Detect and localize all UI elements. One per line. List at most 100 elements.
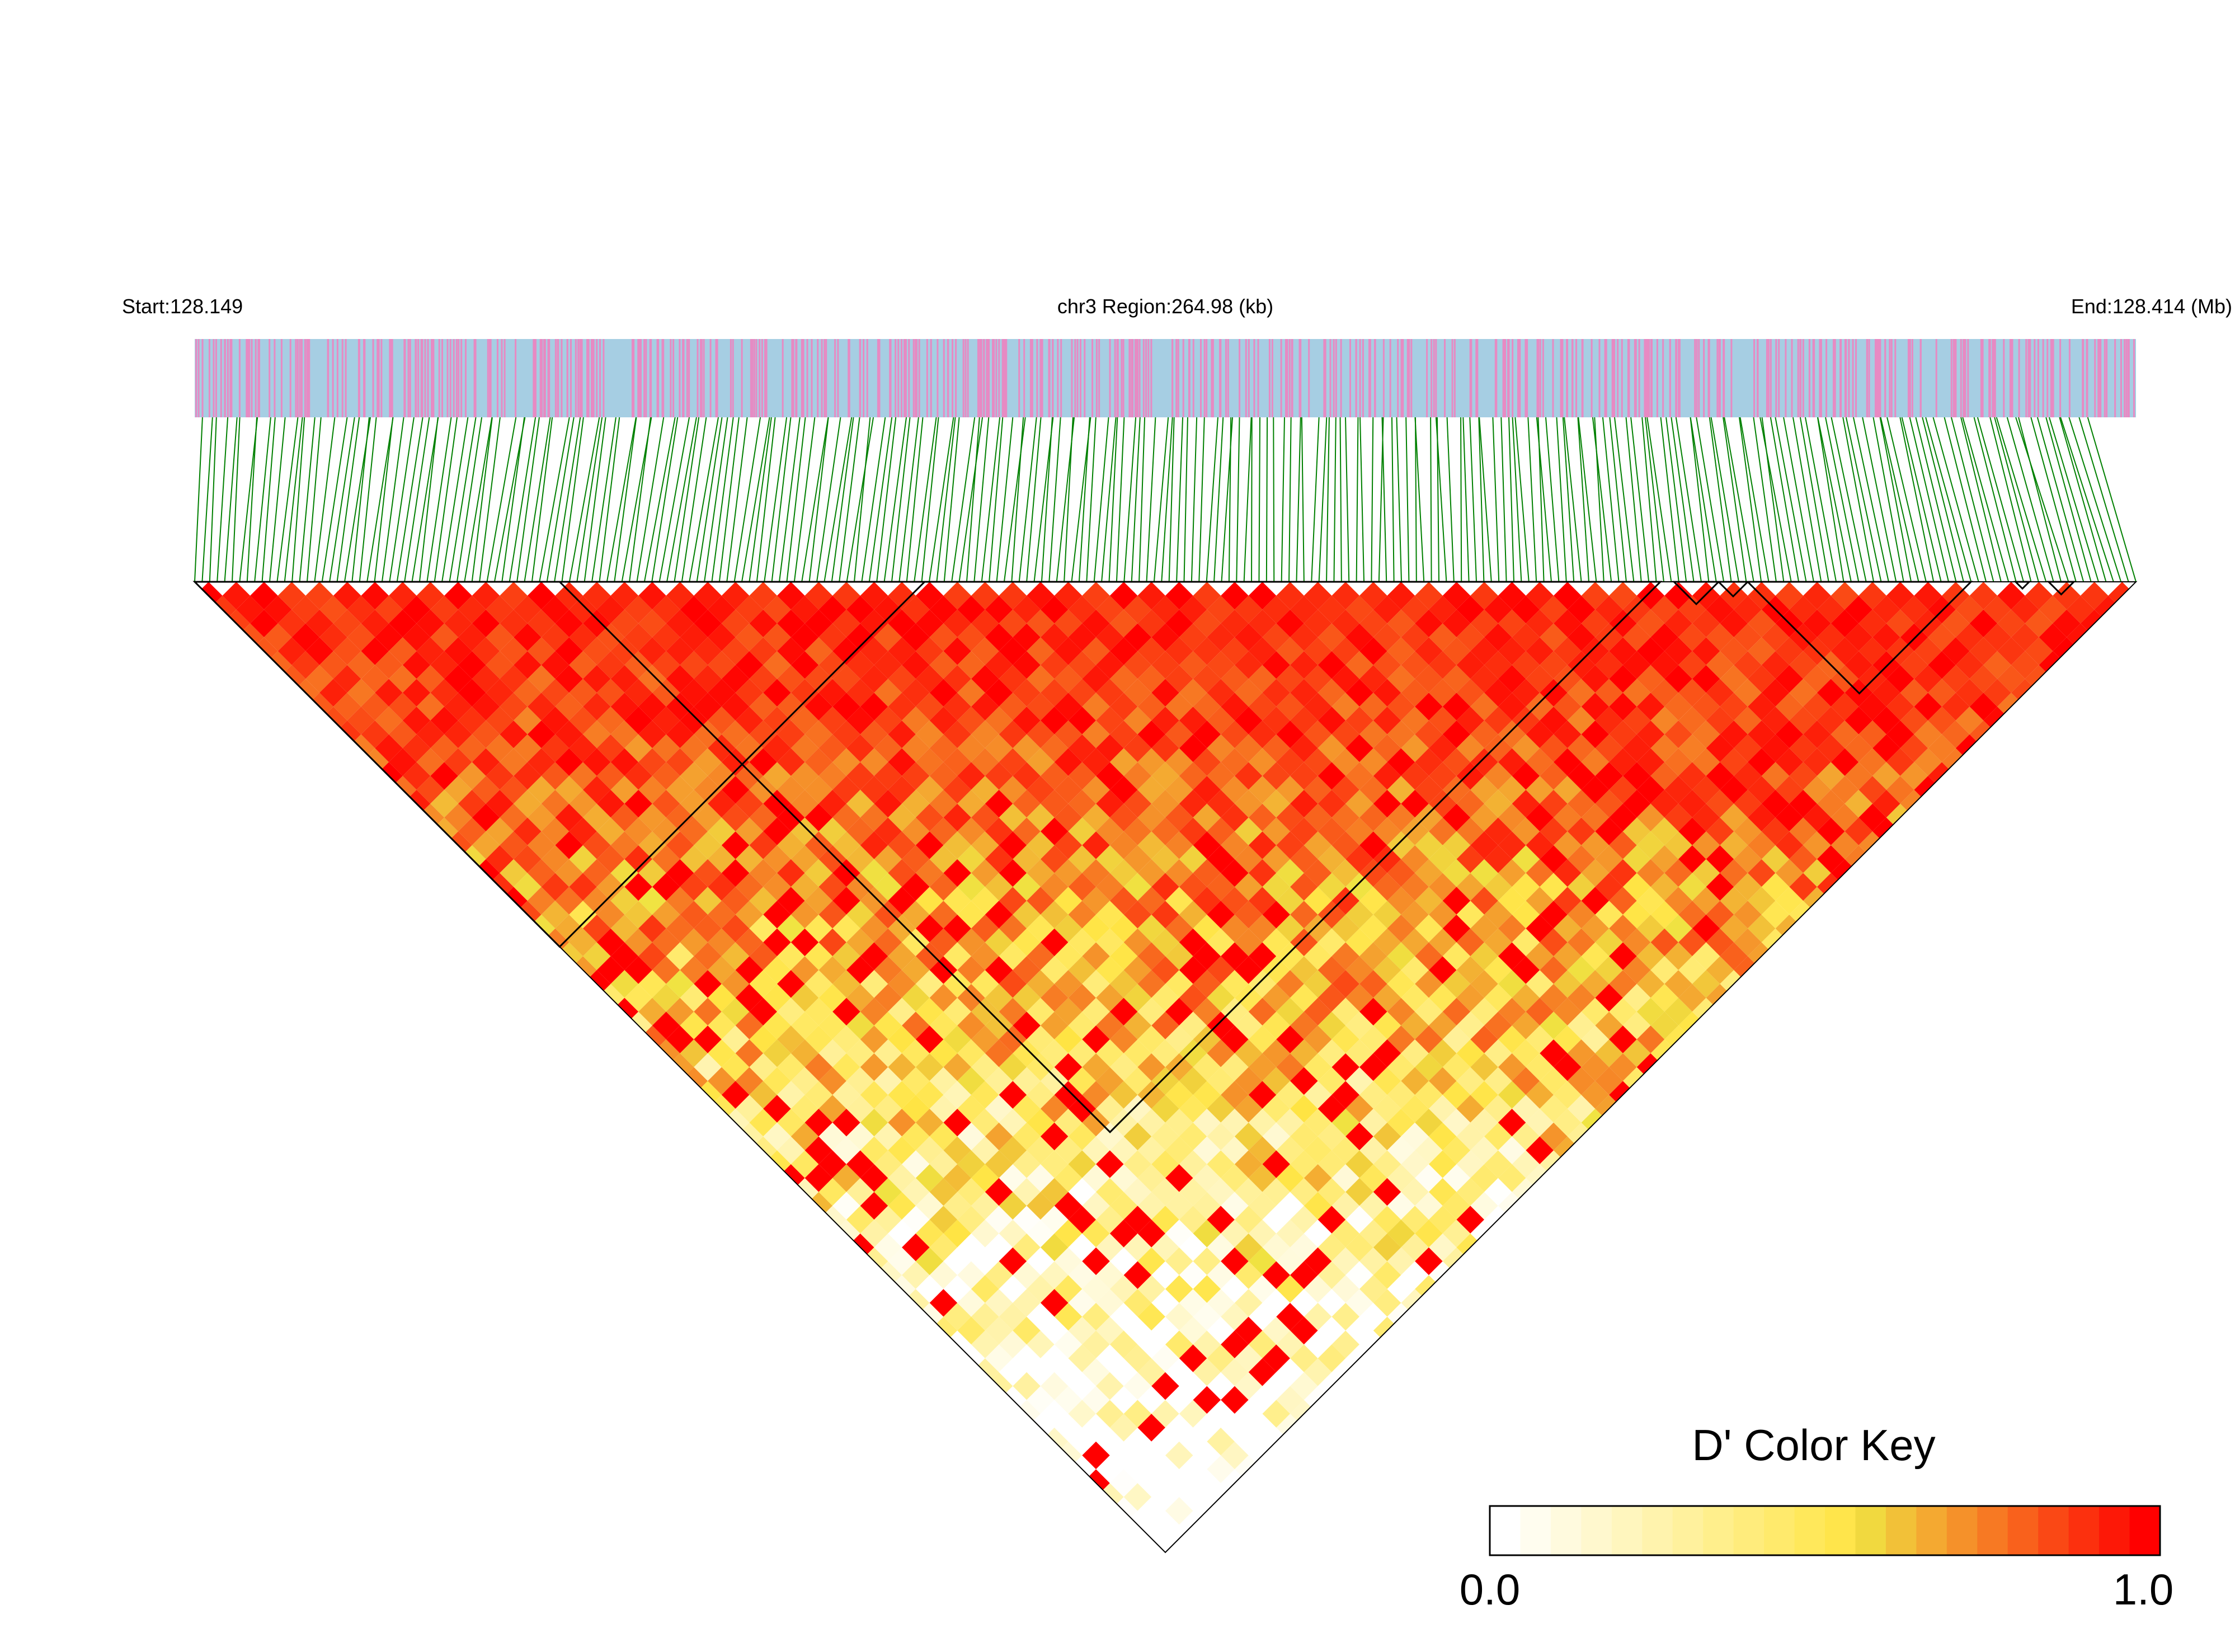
ld-cell: [596, 789, 625, 818]
ld-cell: [1567, 762, 1596, 790]
ld-cell: [1817, 762, 1845, 790]
ld-cell: [1221, 1164, 1249, 1192]
ld-cell: [957, 1206, 985, 1234]
snp-connector-line: [359, 417, 377, 582]
ld-cell: [2039, 623, 2067, 651]
ld-cell: [527, 637, 556, 665]
ld-cell: [1109, 1081, 1138, 1109]
ld-cell: [1359, 1302, 1387, 1331]
color-key-swatch: [1611, 1506, 1643, 1555]
ld-cell: [1109, 720, 1138, 749]
ld-cell: [957, 762, 985, 790]
ld-cell: [888, 693, 916, 721]
ld-cell: [389, 637, 417, 665]
ld-cell: [1304, 1053, 1332, 1081]
ld-cell: [541, 817, 570, 845]
snp-connector-line: [1962, 417, 2010, 582]
ld-cell: [1221, 1441, 1249, 1470]
ld-cell: [1748, 887, 1776, 915]
ld-cell: [1262, 901, 1291, 929]
ld-cell: [1650, 873, 1679, 901]
snp-connector-line: [906, 417, 924, 582]
ld-cell: [1359, 1164, 1387, 1192]
ld-cell: [1013, 1372, 1041, 1400]
snp-connector-line: [876, 417, 897, 582]
ld-cell: [527, 887, 556, 915]
ld-cell: [1748, 609, 1776, 638]
ld-cell: [818, 707, 846, 735]
ld-cell: [569, 734, 597, 763]
ld-cell: [666, 665, 694, 693]
ld-cell: [1803, 609, 1831, 638]
ld-cell: [1554, 776, 1582, 804]
ld-cell: [569, 873, 597, 901]
ld-cell: [1456, 595, 1485, 624]
ld-cell: [915, 1108, 944, 1137]
ld-cell: [1373, 1122, 1401, 1151]
ld-cell: [1318, 983, 1346, 1012]
ld-cell: [1123, 1067, 1152, 1095]
ld-cell: [444, 665, 472, 693]
ld-cell: [486, 707, 514, 735]
ld-cell: [846, 623, 874, 651]
snp-connector-line: [1405, 417, 1410, 582]
snp-connector-line: [1198, 417, 1205, 582]
snp-connector-line: [1872, 417, 1904, 582]
snp-connector-line: [1723, 417, 1747, 582]
ld-cell: [277, 637, 306, 665]
ld-cell: [846, 845, 874, 873]
color-key-swatch: [1733, 1506, 1765, 1555]
ld-cell: [1526, 665, 1554, 693]
ld-cell: [1554, 859, 1582, 887]
snp-connector-line: [1817, 417, 1852, 582]
ld-cell: [1276, 1053, 1304, 1081]
snp-connector-line: [1614, 417, 1635, 582]
ld-cell: [444, 693, 472, 721]
ld-cell: [1650, 651, 1679, 679]
ld-cell: [1706, 901, 1734, 929]
ld-cell: [943, 776, 971, 804]
region-label: chr3 Region:264.98 (kb): [1057, 295, 1273, 318]
ld-cell: [458, 707, 486, 735]
ld-cell: [888, 1247, 916, 1276]
snp-connector-line: [1944, 417, 1987, 582]
ld-cell: [1165, 609, 1193, 638]
ld-cell: [1415, 1192, 1443, 1220]
snp-connector-line: [1536, 417, 1552, 582]
ld-cell: [1318, 901, 1346, 929]
ld-cell: [1373, 956, 1401, 984]
ld-cell: [721, 887, 750, 915]
ld-cell: [1748, 637, 1776, 665]
ld-cell: [957, 1150, 985, 1178]
ld-cell: [1262, 928, 1291, 957]
ld-cell: [1040, 1095, 1069, 1123]
ld-cell: [1276, 859, 1304, 887]
ld-cell: [915, 748, 944, 776]
ld-cell: [943, 637, 971, 665]
ld-cell: [472, 720, 500, 749]
ld-cell: [1040, 623, 1069, 651]
snp-connector-line: [1018, 417, 1037, 582]
ld-cell: [888, 748, 916, 776]
ld-cell: [402, 679, 431, 707]
ld-cell: [1165, 1386, 1193, 1414]
ld-cell: [486, 734, 514, 763]
snp-connector-line: [1602, 417, 1620, 582]
snp-connector-line: [1415, 417, 1417, 582]
snp-connector-line: [1973, 417, 2017, 582]
snp-connector-line: [314, 417, 336, 582]
ld-cell: [1013, 679, 1041, 707]
snp-connector-line: [651, 417, 679, 582]
ld-cell: [818, 1067, 846, 1095]
ld-cell: [985, 1233, 1013, 1262]
ld-cell: [569, 707, 597, 735]
ld-cell: [1748, 665, 1776, 693]
ld-cell: [818, 734, 846, 763]
ld-cell: [500, 859, 528, 887]
snp-connector-line: [471, 417, 493, 582]
ld-cell: [361, 720, 389, 749]
ld-cell: [943, 1302, 971, 1331]
ld-cell: [1512, 901, 1540, 929]
ld-cell: [1013, 928, 1041, 957]
ld-cell: [1082, 803, 1110, 832]
